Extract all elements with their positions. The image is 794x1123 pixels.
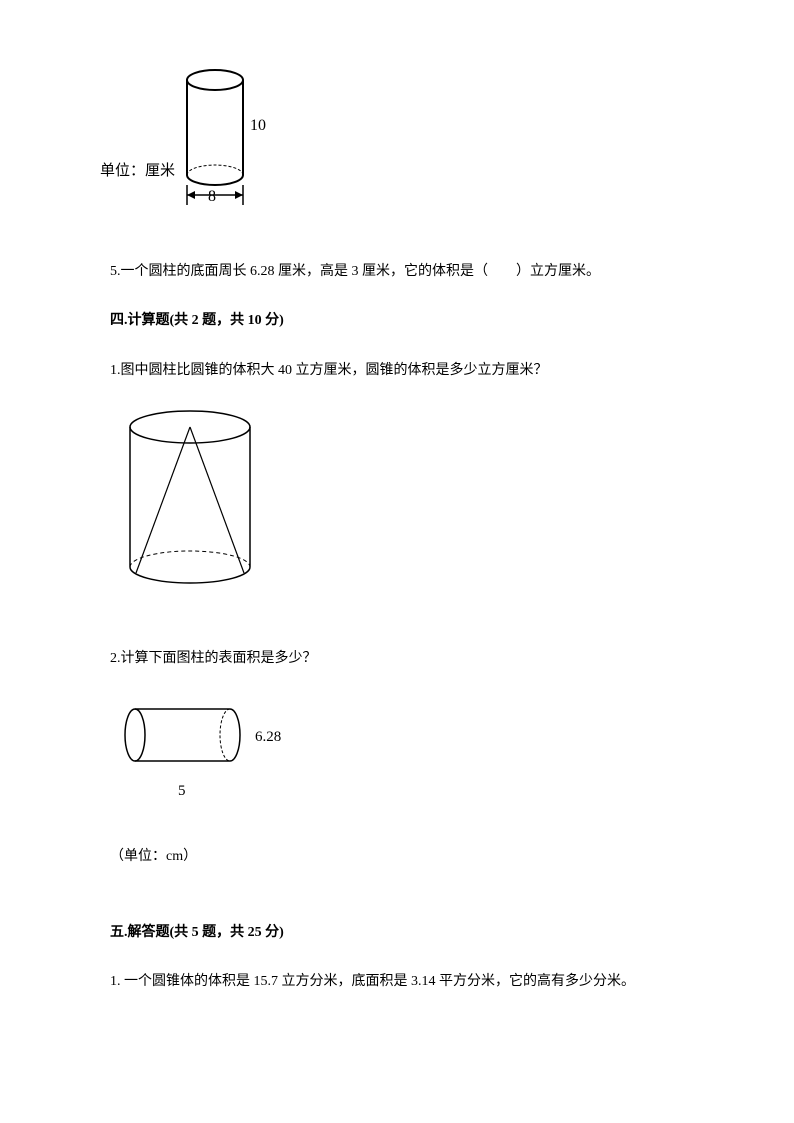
question-5: 5.一个圆柱的底面周长 6.28 厘米，高是 3 厘米，它的体积是（ ）立方厘米… — [110, 259, 684, 284]
cylinder-svg-1: 10 8 单位：厘米 — [100, 60, 300, 220]
section-4-header-text: 四.计算题(共 2 题，共 10 分) — [110, 313, 284, 328]
question-5-text: 5.一个圆柱的底面周长 6.28 厘米，高是 3 厘米，它的体积是（ ）立方厘米… — [110, 264, 600, 279]
height-label: 10 — [250, 117, 266, 134]
fig3-diameter-label: 6.28 — [255, 729, 281, 745]
section-5-header-text: 五.解答题(共 5 题，共 25 分) — [110, 925, 284, 940]
cylinder-cone-figure — [110, 407, 684, 606]
section-4-q2-text: 2.计算下面图柱的表面积是多少？ — [110, 651, 317, 666]
diameter-label: 8 — [208, 188, 216, 205]
fig3-length-label: 5 — [178, 783, 186, 799]
section-5-q1: 1. 一个圆锥体的体积是 15.7 立方分米，底面积是 3.14 平方分米，它的… — [110, 969, 684, 994]
horizontal-cylinder-svg: 6.28 5 — [110, 695, 350, 805]
cylinder-figure-1: 10 8 单位：厘米 — [100, 60, 684, 229]
section-5-q1-text: 1. 一个圆锥体的体积是 15.7 立方分米，底面积是 3.14 平方分米，它的… — [110, 974, 635, 989]
section-4-q1-text: 1.图中圆柱比圆锥的体积大 40 立方厘米，圆锥的体积是多少立方厘米？ — [110, 363, 548, 378]
cylinder-figure-3: 6.28 5 — [110, 695, 684, 814]
unit-note-text: （单位：cm） — [110, 849, 197, 864]
unit-note: （单位：cm） — [110, 844, 684, 869]
section-4-q1: 1.图中圆柱比圆锥的体积大 40 立方厘米，圆锥的体积是多少立方厘米？ — [110, 358, 684, 383]
section-5-header: 五.解答题(共 5 题，共 25 分) — [110, 920, 684, 945]
section-4-header: 四.计算题(共 2 题，共 10 分) — [110, 308, 684, 333]
unit-label: 单位：厘米 — [100, 162, 175, 179]
section-4-q2: 2.计算下面图柱的表面积是多少？ — [110, 646, 684, 671]
cylinder-cone-svg — [110, 407, 290, 597]
